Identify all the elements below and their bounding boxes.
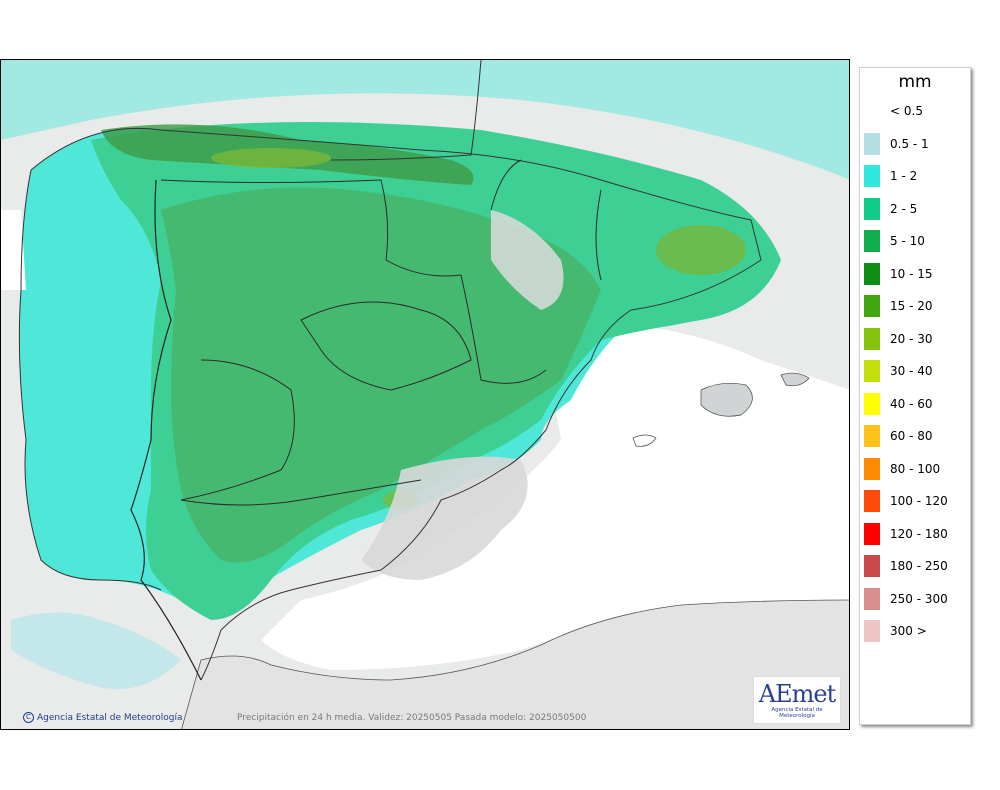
legend-label: < 0.5 bbox=[890, 104, 923, 118]
legend-swatch bbox=[864, 165, 880, 187]
legend-swatch bbox=[864, 230, 880, 252]
legend-label: 60 - 80 bbox=[890, 429, 933, 443]
legend-swatch bbox=[864, 392, 880, 415]
cantabrian-sea-rain bbox=[1, 60, 849, 180]
regional-borders bbox=[160, 159, 602, 506]
dry-galicia-coast bbox=[1, 210, 26, 290]
legend-label: 2 - 5 bbox=[890, 201, 918, 216]
france-border bbox=[330, 60, 482, 161]
portugal-coastline bbox=[18, 169, 162, 591]
legend-unit: mm bbox=[898, 72, 932, 92]
precipitation-map: C Agencia Estatal de Meteorología Precipi… bbox=[0, 59, 850, 730]
legend-swatch bbox=[864, 132, 880, 155]
portugal-spain-border bbox=[130, 179, 202, 681]
dry-ebro bbox=[491, 210, 564, 310]
legend-label: 80 - 100 bbox=[890, 461, 941, 476]
copyright-notice: C Agencia Estatal de Meteorología bbox=[23, 712, 183, 723]
map-canvas bbox=[1, 60, 849, 729]
aemet-logo-subtitle: Agencia Estatal de Meteorología bbox=[771, 707, 823, 719]
dry-southeast bbox=[361, 456, 528, 580]
spain-coastline bbox=[30, 127, 762, 681]
legend-swatch bbox=[864, 327, 880, 350]
rain-15-20-catalonia bbox=[656, 225, 746, 275]
legend-swatch bbox=[864, 522, 880, 545]
legend-label: 15 - 20 bbox=[890, 299, 933, 313]
legend-swatch bbox=[864, 197, 880, 220]
rain-5-10-area bbox=[161, 187, 601, 563]
legend-swatch bbox=[864, 262, 880, 285]
legend-label: 10 - 15 bbox=[890, 266, 933, 281]
precipitation-legend: mm < 0.5 0.5 - 1 1 - 2 2 - 5 5 - 10 10 - 15 15… bbox=[859, 67, 971, 725]
legend-swatch bbox=[864, 360, 880, 382]
aemet-logo-mark: AEmet bbox=[758, 680, 836, 708]
north-africa bbox=[181, 599, 849, 729]
rain-15-20-cantabria bbox=[211, 148, 331, 168]
legend-label: 100 - 120 bbox=[890, 494, 948, 508]
mallorca bbox=[700, 383, 753, 417]
legend-swatch bbox=[864, 295, 880, 317]
legend-label: 120 - 180 bbox=[890, 526, 948, 541]
legend-swatch bbox=[864, 425, 880, 447]
legend-label: 5 - 10 bbox=[890, 234, 925, 248]
legend-label: 1 - 2 bbox=[890, 169, 918, 183]
legend-label: 40 - 60 bbox=[890, 396, 933, 411]
menorca bbox=[780, 372, 810, 387]
aemet-logo: AEmet Agencia Estatal de Meteorología bbox=[753, 676, 841, 724]
legend-swatch bbox=[864, 457, 880, 480]
legend-label: 300 > bbox=[890, 624, 927, 638]
legend-label: 250 - 300 bbox=[890, 591, 948, 606]
mediterranean-sea bbox=[261, 324, 849, 670]
legend-label: 0.5 - 1 bbox=[890, 136, 929, 151]
legend-label: 20 - 30 bbox=[890, 331, 933, 346]
legend-swatch bbox=[864, 490, 880, 512]
map-caption: Precipitación en 24 h media. Validez: 20… bbox=[237, 713, 587, 723]
ibiza bbox=[632, 434, 657, 447]
legend-label: 30 - 40 bbox=[890, 364, 933, 378]
legend-swatch bbox=[864, 587, 880, 610]
legend-label: 180 - 250 bbox=[890, 559, 948, 573]
legend-swatch bbox=[864, 555, 880, 577]
atlantic-rain-patch bbox=[11, 612, 181, 690]
copyright-icon: C bbox=[23, 712, 34, 723]
legend-swatch bbox=[864, 100, 880, 122]
legend-swatch bbox=[864, 620, 880, 642]
